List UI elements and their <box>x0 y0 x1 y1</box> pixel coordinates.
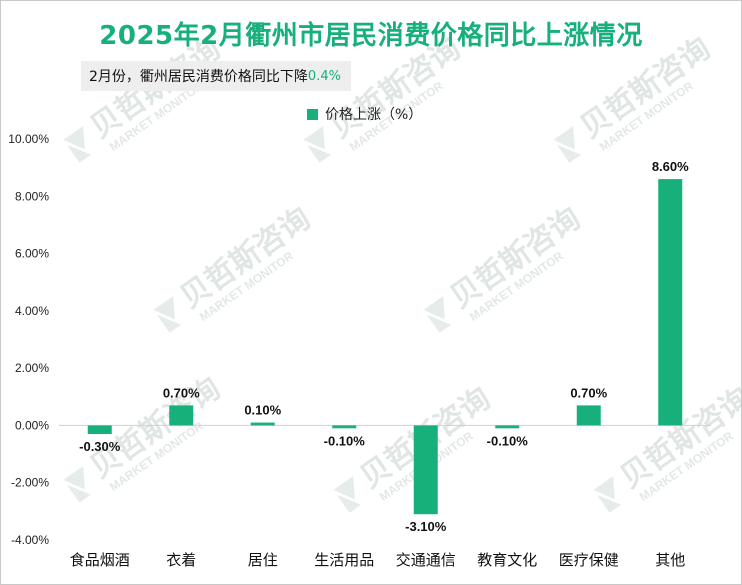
data-label: -0.30% <box>79 439 121 454</box>
watermark-logo-icon <box>333 476 362 513</box>
x-category-label: 居住 <box>248 551 278 569</box>
y-tick-label: -4.00% <box>11 533 49 547</box>
x-category-label: 衣着 <box>166 551 196 569</box>
bar <box>169 405 194 426</box>
bar <box>495 425 520 429</box>
data-label: 8.60% <box>652 159 689 174</box>
x-category-label: 教育文化 <box>477 551 537 569</box>
y-tick-label: -2.00% <box>11 476 49 490</box>
data-label: -3.10% <box>405 519 447 534</box>
data-label: -0.10% <box>487 433 529 448</box>
y-tick-label: 0.00% <box>15 418 49 432</box>
watermark-logo-icon <box>593 476 622 513</box>
x-category-label: 其他 <box>655 551 685 569</box>
data-label: 0.70% <box>163 385 200 400</box>
bar <box>332 425 357 429</box>
watermark-logo-icon <box>303 126 332 163</box>
axis-layer: 10.00% 8.00% 6.00% 4.00% 2.00% 0.00% -2.00% -4.… <box>8 132 711 547</box>
watermark-text: 贝哲斯咨询 <box>174 201 317 316</box>
watermark-text: 贝哲斯咨询 <box>444 201 587 316</box>
x-category-label: 食品烟酒 <box>70 551 130 569</box>
subtitle-value: 0.4% <box>307 68 341 84</box>
chart-title: 2025年2月衢州市居民消费价格同比上涨情况 <box>99 21 643 51</box>
x-category-label: 医疗保健 <box>559 551 619 569</box>
subtitle-text: 2月份，衢州居民消费价格同比下降 <box>89 69 308 85</box>
bar <box>576 405 601 426</box>
x-category-label: 交通通信 <box>396 551 456 569</box>
watermark-logo-icon <box>63 466 92 503</box>
watermark-logo-icon <box>423 296 452 333</box>
y-tick-label: 4.00% <box>15 304 49 318</box>
y-tick-label: 6.00% <box>15 247 49 261</box>
watermark-logo-icon <box>63 126 92 163</box>
data-label: 0.10% <box>244 403 281 418</box>
y-tick-label: 8.00% <box>15 189 49 203</box>
bar <box>250 422 275 426</box>
bar <box>413 425 438 515</box>
watermark-logo-icon <box>153 296 182 333</box>
subtitle-box: 2月份，衢州居民消费价格同比下降 0.4% <box>81 61 351 91</box>
watermark-logo-icon <box>553 126 582 163</box>
x-category-label: 生活用品 <box>314 551 374 569</box>
legend: 价格上涨（%） <box>307 107 422 123</box>
y-tick-label: 2.00% <box>15 361 49 375</box>
bar <box>87 425 112 435</box>
data-label: 0.70% <box>570 385 607 400</box>
legend-label: 价格上涨（%） <box>325 107 422 123</box>
y-tick-label: 10.00% <box>8 132 49 146</box>
legend-swatch <box>307 109 318 120</box>
bar-layer: -0.30% 食品烟酒 0.70% 衣着 0.10% 居住 -0.10% 生活用品 -3.10%… <box>70 159 689 569</box>
bar <box>658 179 683 426</box>
data-label: -0.10% <box>324 433 366 448</box>
